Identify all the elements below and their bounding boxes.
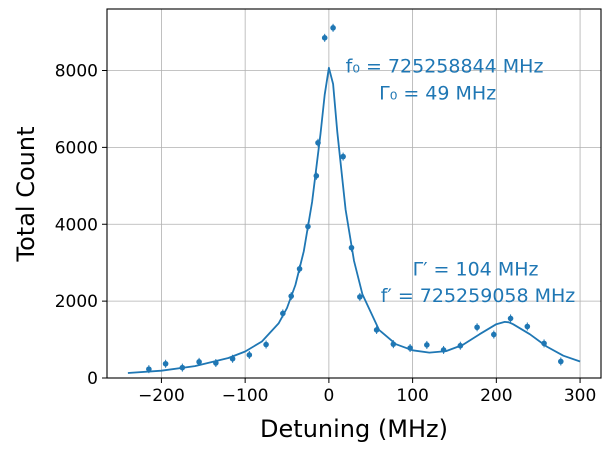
fit-annotation: Γ₀ = 49 MHz <box>379 82 496 104</box>
data-point <box>315 139 321 146</box>
data-point <box>390 341 397 347</box>
data-point <box>457 342 464 349</box>
fit-annotation: f′ = 725259058 MHz <box>381 285 576 307</box>
data-point <box>558 358 564 365</box>
data-point <box>321 35 328 41</box>
data-point <box>288 293 295 299</box>
data-point <box>229 355 236 362</box>
y-tick-label: 2000 <box>55 292 98 312</box>
data-series <box>127 23 581 374</box>
fit-annotation: Γ′ = 104 MHz <box>413 258 539 280</box>
y-tick-label: 8000 <box>55 62 98 82</box>
data-point <box>357 294 363 300</box>
plot-area-frame <box>106 8 602 379</box>
axis-ticks: −200 −100 0 100 200 300 0 2000 4000 6000 8000 <box>55 62 597 407</box>
data-point <box>196 359 202 365</box>
data-point <box>263 341 269 348</box>
data-point <box>491 331 497 338</box>
data-point <box>373 327 380 333</box>
y-tick-label: 0 <box>87 369 98 389</box>
data-point <box>162 360 169 367</box>
data-point <box>340 153 346 160</box>
fit-annotation: f₀ = 725258844 MHz <box>346 55 544 77</box>
y-tick-label: 6000 <box>55 138 98 158</box>
data-point <box>305 223 311 230</box>
data-point <box>440 347 447 353</box>
x-tick-label: −200 <box>138 386 185 406</box>
data-point <box>246 352 253 358</box>
data-point <box>407 345 413 351</box>
data-point <box>348 244 355 251</box>
x-tick-label: 100 <box>396 386 428 406</box>
data-point <box>507 315 514 322</box>
data-point <box>424 342 430 348</box>
x-axis-label: Detuning (MHz) <box>260 415 448 443</box>
data-point <box>280 310 286 317</box>
x-tick-label: 300 <box>564 386 596 406</box>
y-tick-label: 4000 <box>55 215 98 235</box>
data-point <box>524 323 531 330</box>
data-point <box>296 266 303 272</box>
x-tick-label: 0 <box>323 386 334 406</box>
y-axis-label: Total Count <box>12 127 40 263</box>
data-point <box>474 324 480 331</box>
data-point <box>213 360 219 366</box>
x-tick-label: 200 <box>480 386 512 406</box>
annotations: f₀ = 725258844 MHz Γ₀ = 49 MHz Γ′ = 104 MH… <box>346 55 576 306</box>
x-tick-label: −100 <box>222 386 269 406</box>
data-point <box>313 173 320 179</box>
fit-curve <box>127 66 581 374</box>
data-point <box>330 25 336 31</box>
data-point <box>541 340 547 347</box>
data-point <box>179 364 186 371</box>
data-point <box>146 366 152 372</box>
